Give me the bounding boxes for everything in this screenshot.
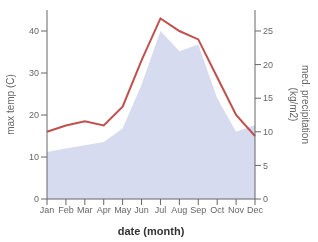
svg-text:Nov: Nov (228, 205, 245, 215)
svg-text:med. precipitation(kg/m2): med. precipitation(kg/m2) (288, 65, 311, 144)
svg-text:Apr: Apr (97, 205, 111, 215)
svg-text:10: 10 (29, 152, 39, 162)
svg-text:Mar: Mar (77, 205, 93, 215)
svg-text:Jan: Jan (40, 205, 55, 215)
svg-text:date (month): date (month) (118, 225, 185, 237)
svg-text:40: 40 (29, 26, 39, 36)
svg-text:Jul: Jul (155, 205, 167, 215)
svg-text:20: 20 (263, 60, 273, 70)
svg-text:Jun: Jun (134, 205, 149, 215)
svg-text:5: 5 (263, 161, 268, 171)
svg-text:0: 0 (263, 194, 268, 204)
svg-text:May: May (114, 205, 132, 215)
svg-text:25: 25 (263, 26, 273, 36)
svg-text:max temp (C): max temp (C) (8, 74, 16, 135)
svg-text:Dec: Dec (247, 205, 264, 215)
svg-text:0: 0 (34, 194, 39, 204)
svg-text:20: 20 (29, 110, 39, 120)
svg-text:Oct: Oct (210, 205, 225, 215)
svg-text:Feb: Feb (58, 205, 74, 215)
svg-text:Aug: Aug (171, 205, 187, 215)
svg-text:Sep: Sep (190, 205, 206, 215)
svg-text:30: 30 (29, 68, 39, 78)
svg-text:15: 15 (263, 93, 273, 103)
svg-text:10: 10 (263, 127, 273, 137)
